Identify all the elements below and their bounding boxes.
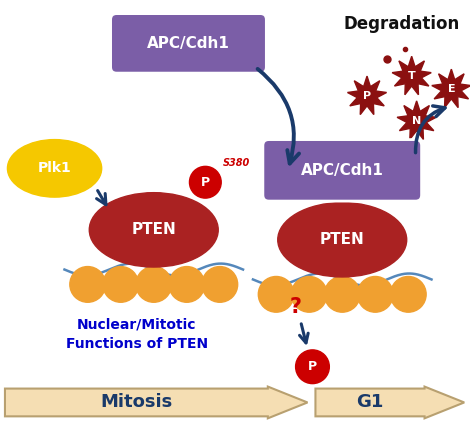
Text: P: P — [363, 91, 371, 101]
Circle shape — [103, 267, 138, 302]
FancyBboxPatch shape — [263, 139, 421, 201]
Text: P: P — [201, 176, 210, 189]
Circle shape — [391, 276, 426, 312]
Text: PTEN: PTEN — [320, 232, 365, 247]
Text: S380: S380 — [223, 158, 250, 168]
FancyArrow shape — [5, 387, 308, 418]
Polygon shape — [392, 56, 431, 95]
Circle shape — [258, 276, 294, 312]
Text: G1: G1 — [356, 393, 383, 411]
Circle shape — [136, 267, 172, 302]
FancyBboxPatch shape — [110, 14, 266, 73]
Polygon shape — [432, 69, 471, 108]
Text: APC/Cdh1: APC/Cdh1 — [301, 163, 383, 178]
Text: Degradation: Degradation — [344, 14, 460, 33]
Text: E: E — [447, 84, 455, 94]
Text: N: N — [412, 116, 421, 126]
Text: PTEN: PTEN — [131, 222, 176, 237]
Ellipse shape — [278, 203, 407, 277]
Ellipse shape — [8, 139, 102, 197]
Text: APC/Cdh1: APC/Cdh1 — [147, 36, 230, 51]
Polygon shape — [397, 101, 436, 139]
Circle shape — [296, 350, 329, 384]
Text: ?: ? — [290, 297, 301, 317]
Circle shape — [292, 276, 327, 312]
Circle shape — [70, 267, 106, 302]
Circle shape — [357, 276, 393, 312]
Circle shape — [190, 166, 221, 198]
Text: T: T — [408, 71, 416, 81]
Circle shape — [202, 267, 237, 302]
Polygon shape — [347, 76, 387, 114]
Text: P: P — [308, 360, 317, 373]
Circle shape — [324, 276, 360, 312]
Ellipse shape — [89, 192, 218, 267]
Circle shape — [169, 267, 205, 302]
Text: Nuclear/Mitotic
Functions of PTEN: Nuclear/Mitotic Functions of PTEN — [66, 317, 208, 351]
FancyArrow shape — [315, 387, 464, 418]
Text: Plk1: Plk1 — [37, 162, 72, 176]
Text: Mitosis: Mitosis — [100, 393, 173, 411]
